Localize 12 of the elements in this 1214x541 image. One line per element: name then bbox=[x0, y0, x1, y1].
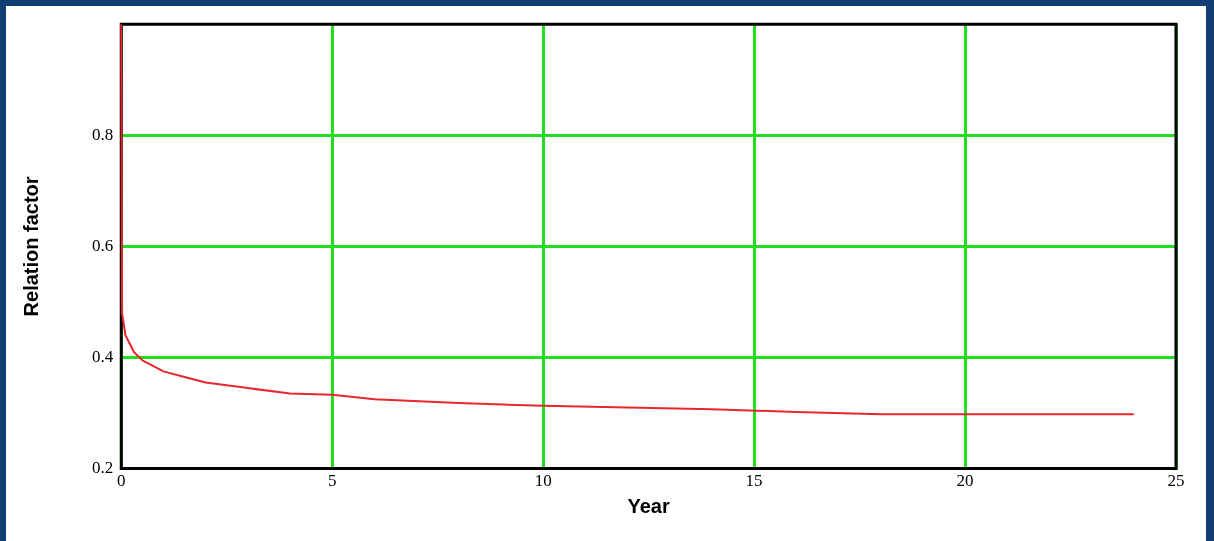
x-tick-label: 5 bbox=[327, 471, 337, 491]
x-tick-label: 0 bbox=[117, 471, 126, 491]
x-tick-label: 15 bbox=[745, 471, 763, 491]
x-axis-title: Year bbox=[627, 494, 670, 517]
x-tick-label: 10 bbox=[534, 471, 552, 491]
x-tick-label: 20 bbox=[956, 471, 974, 491]
y-tick-label: 0.8 bbox=[92, 124, 114, 144]
y-axis-title: Relation factor bbox=[19, 176, 42, 317]
x-tick-label: 25 bbox=[1167, 471, 1185, 491]
y-tick-label: 0.2 bbox=[92, 458, 114, 478]
y-tick-label: 0.4 bbox=[92, 346, 114, 366]
y-tick-label: 0.6 bbox=[92, 235, 114, 255]
